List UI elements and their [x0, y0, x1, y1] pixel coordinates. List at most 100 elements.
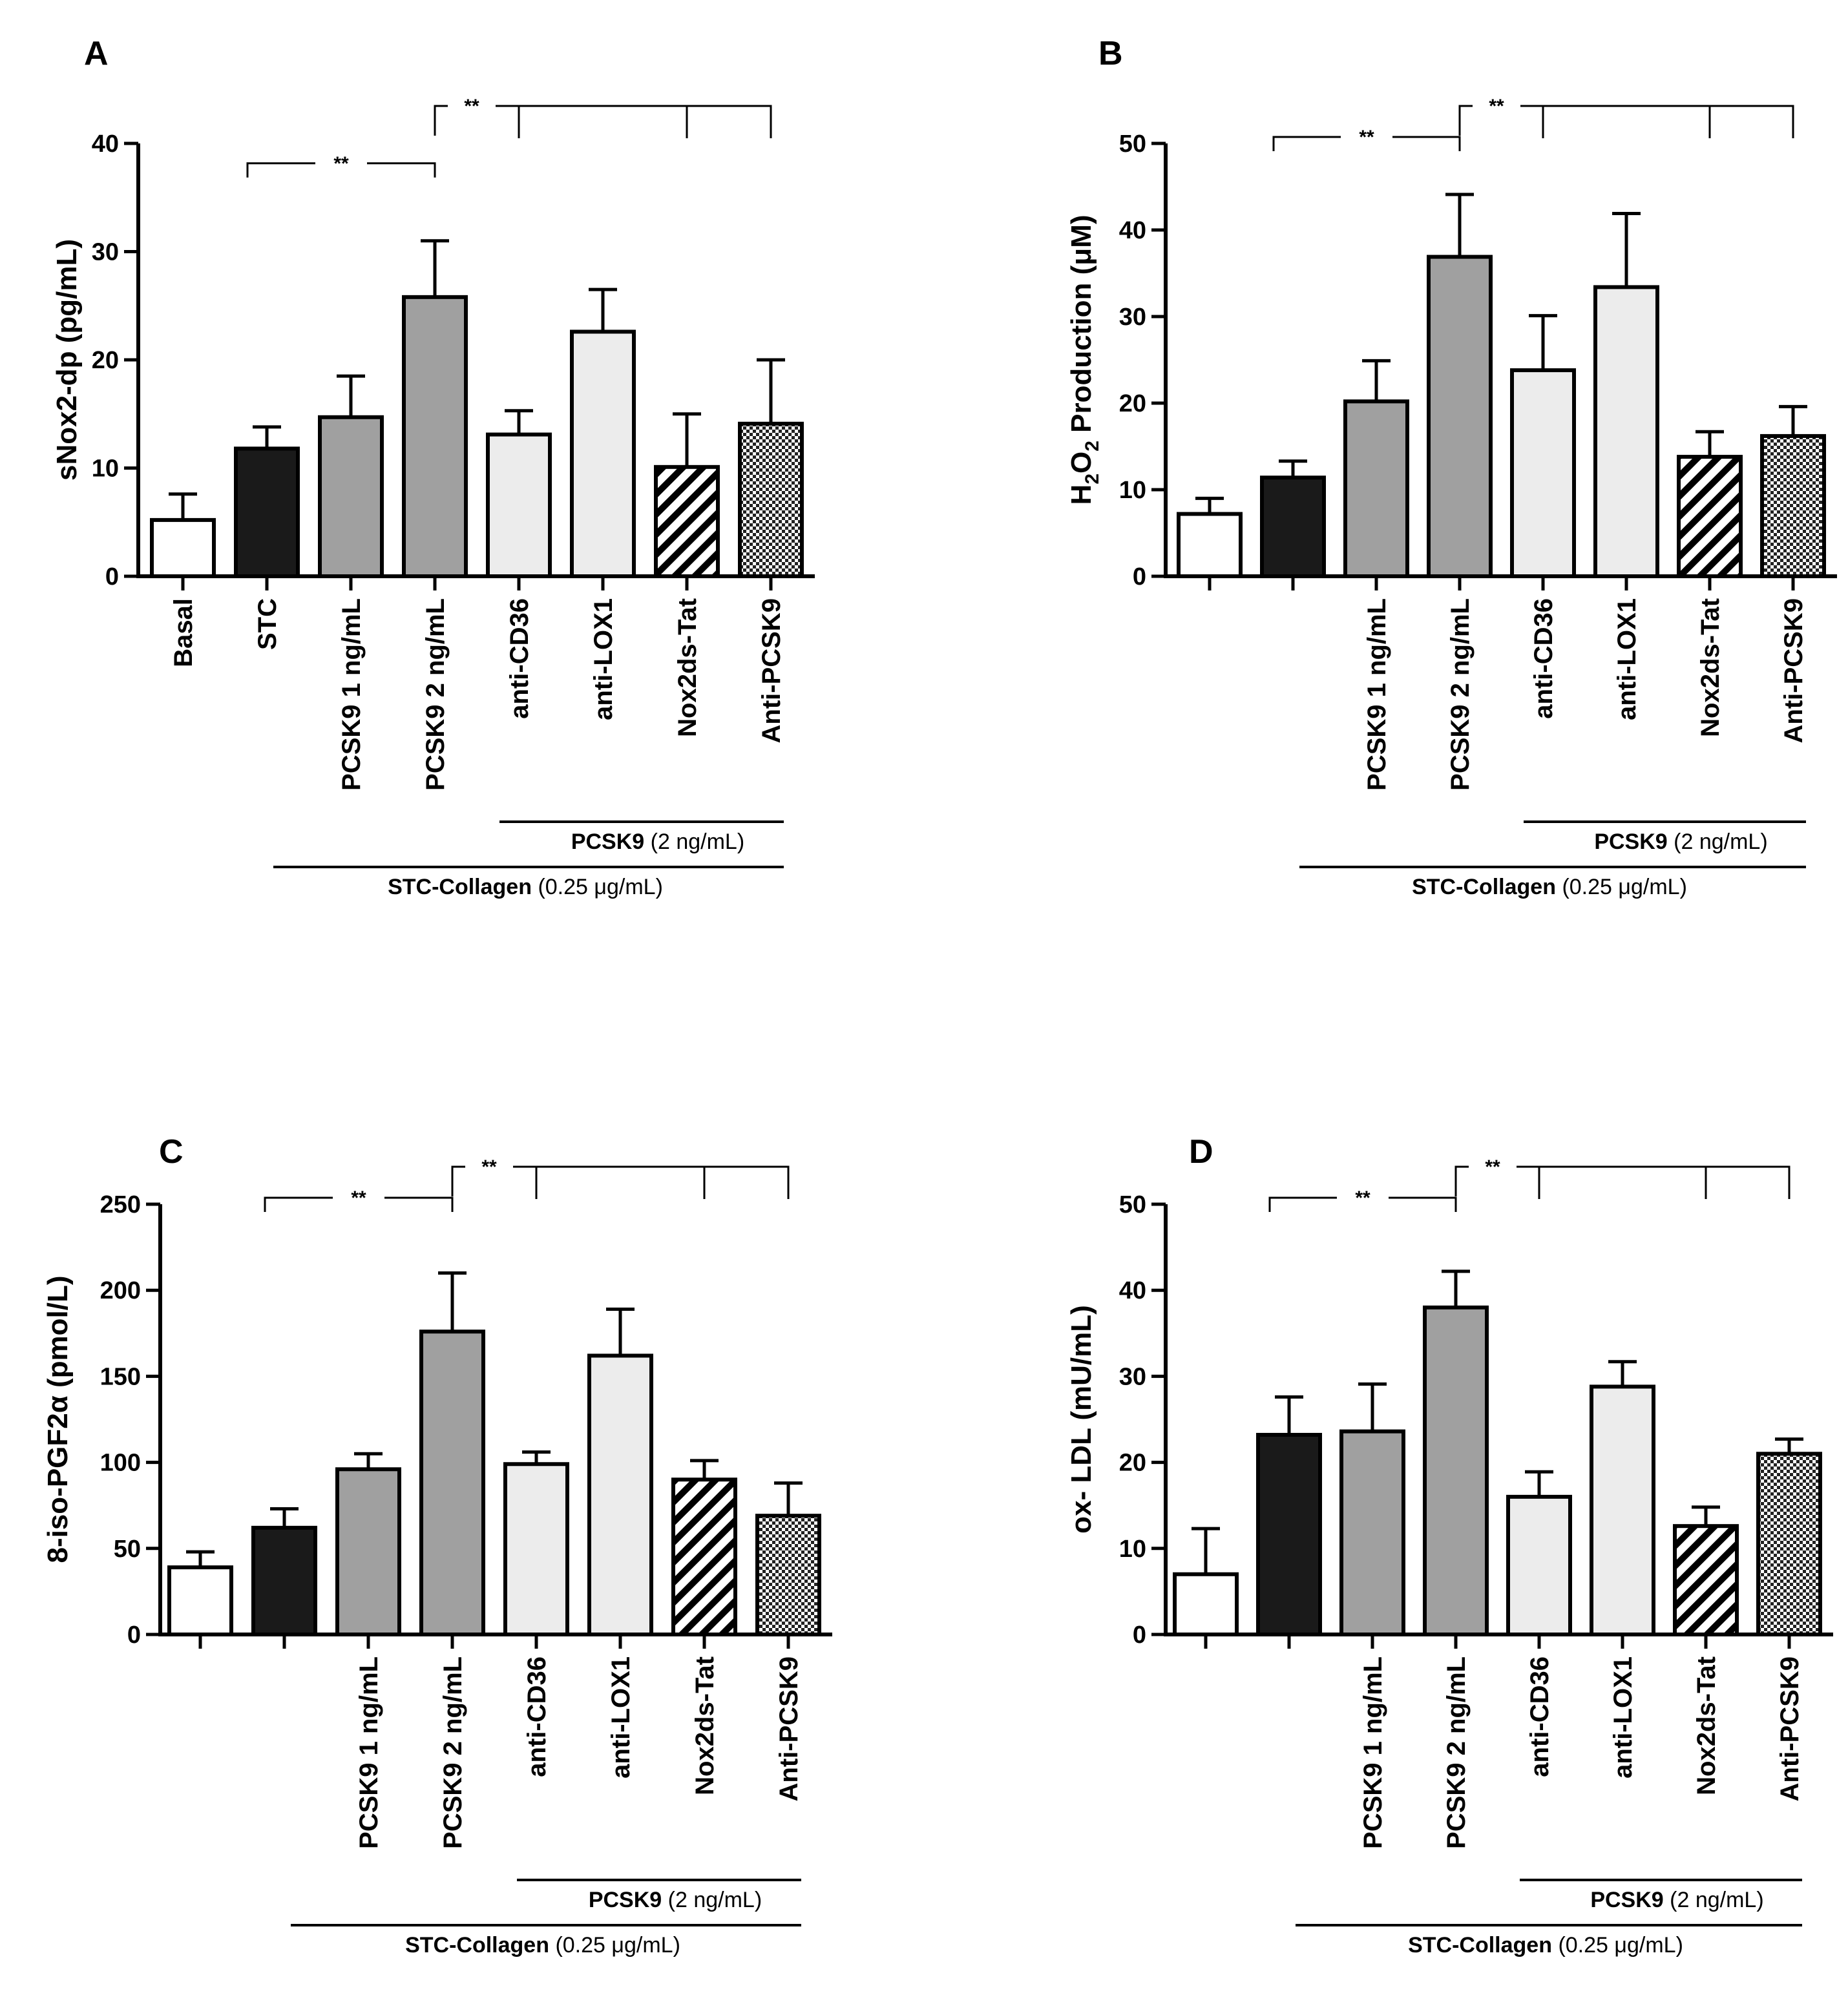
y-tick-label: 0 — [127, 1622, 141, 1649]
bar-2 — [251, 1525, 317, 1637]
significance-bg — [333, 1190, 384, 1206]
category-label: PCSK9 2 ng/mL — [1446, 598, 1475, 791]
bar-5 — [503, 1462, 569, 1636]
bar-4 — [402, 295, 468, 578]
y-tick-label: 40 — [1119, 217, 1146, 244]
significance-bg — [1337, 1190, 1389, 1206]
y-tick-label: 50 — [1119, 1191, 1146, 1218]
y-axis-label: H2O2 Production (μM) — [1066, 215, 1103, 505]
bar-8 — [1760, 433, 1826, 578]
y-tick-label: 0 — [1133, 1622, 1146, 1649]
category-label: Nox2ds-Tat — [673, 598, 702, 737]
bar-5 — [1506, 1494, 1572, 1636]
category-label: anti-CD36 — [523, 1656, 551, 1777]
significance-label: ** — [1485, 1156, 1500, 1178]
group-label-pcsk9: PCSK9 (2 ng/mL) — [571, 830, 744, 854]
bar-1 — [1173, 1572, 1239, 1637]
group-label-rest: (2 ng/mL) — [662, 1888, 762, 1912]
category-label: Nox2ds-Tat — [1692, 1656, 1721, 1795]
significance-bracket — [434, 105, 772, 138]
group-label-rest: (2 ng/mL) — [1664, 1888, 1764, 1912]
bar-6 — [587, 1353, 653, 1636]
significance-bg — [465, 1158, 513, 1174]
category-label: anti-LOX1 — [607, 1656, 635, 1779]
group-label-bold: PCSK9 — [571, 830, 644, 854]
group-label-rest: (2 ng/mL) — [644, 830, 744, 854]
bar-6 — [1590, 1384, 1655, 1637]
y-tick-label: 30 — [1119, 1363, 1146, 1390]
y-axis-label-part: Production (μM) — [1066, 215, 1097, 441]
category-label: PCSK9 1 ng/mL — [1363, 598, 1391, 791]
significance-bracket — [1458, 105, 1794, 138]
y-tick-label: 0 — [105, 563, 119, 590]
significance-label: ** — [1359, 127, 1374, 148]
group-label-rest: (0.25 μg/mL) — [1556, 875, 1687, 899]
category-label: anti-LOX1 — [589, 598, 618, 720]
y-tick-label: 40 — [1119, 1277, 1146, 1304]
group-label-pcsk9: PCSK9 (2 ng/mL) — [589, 1888, 762, 1912]
bar-4 — [1423, 1305, 1489, 1636]
bar-3 — [1343, 399, 1409, 578]
y-axis-label-part: 2 — [1082, 474, 1103, 485]
bar-1 — [167, 1565, 233, 1637]
group-label-pcsk9: PCSK9 (2 ng/mL) — [1590, 1888, 1763, 1912]
bar-5 — [486, 432, 552, 579]
significance-bracket — [451, 1165, 790, 1199]
category-label: Anti-PCSK9 — [1780, 598, 1808, 743]
y-tick-label: 200 — [100, 1277, 141, 1304]
y-tick-label: 10 — [1119, 1536, 1146, 1563]
category-label: Basal — [169, 598, 198, 667]
y-axis-label-part: H — [1066, 485, 1097, 505]
significance-label: ** — [1489, 96, 1504, 117]
group-label-bold: PCSK9 — [1590, 1888, 1663, 1912]
group-label-rest: (0.25 μg/mL) — [1552, 1933, 1683, 1957]
bar-3 — [318, 415, 384, 579]
panel-c: C 0 50 100 150 200 250 8-iso-PGF2α (pmol/L) PCSK… — [42, 1133, 832, 1957]
y-axis-label-part: 2 — [1082, 441, 1103, 452]
category-label: PCSK9 1 ng/mL — [337, 598, 366, 791]
bar-6 — [1593, 285, 1659, 578]
y-tick-label: 20 — [92, 347, 119, 374]
y-axis-label: sNox2-dp (pg/mL) — [51, 239, 83, 481]
category-label: anti-CD36 — [505, 598, 534, 719]
group-label-bold: PCSK9 — [1594, 830, 1667, 854]
significance-bg — [1469, 1158, 1517, 1174]
significance-label: ** — [464, 96, 479, 117]
category-label: anti-CD36 — [1529, 598, 1558, 719]
category-label: PCSK9 1 ng/mL — [1359, 1656, 1387, 1849]
group-label-rest: (0.25 μg/mL) — [532, 875, 663, 899]
category-label: PCSK9 2 ng/mL — [1442, 1656, 1471, 1849]
bar-2 — [1260, 475, 1326, 578]
category-label: Anti-PCSK9 — [775, 1656, 803, 1801]
y-tick-label: 20 — [1119, 390, 1146, 417]
y-tick-label: 250 — [100, 1191, 141, 1218]
panel-letter: C — [159, 1133, 184, 1171]
bar-2 — [234, 446, 300, 578]
panel-d: D 0 10 20 30 40 50 ox- LDL (mU/mL) PCSK9 1 ng/mL… — [1066, 1133, 1833, 1957]
group-label-stc: STC-Collagen (0.25 μg/mL) — [1408, 1933, 1683, 1957]
y-tick-label: 40 — [92, 130, 119, 158]
significance-label: ** — [1355, 1187, 1370, 1209]
category-label: Nox2ds-Tat — [691, 1656, 719, 1795]
bar-7 — [671, 1477, 737, 1636]
y-tick-label: 0 — [1133, 563, 1146, 590]
y-tick-label: 20 — [1119, 1450, 1146, 1477]
category-label: anti-LOX1 — [1609, 1656, 1637, 1779]
y-tick-label: 50 — [114, 1536, 141, 1563]
bar-4 — [1427, 255, 1493, 578]
category-label: STC — [253, 598, 282, 650]
panel-letter: A — [84, 35, 109, 72]
group-label-bold: PCSK9 — [589, 1888, 662, 1912]
group-label-rest: (2 ng/mL) — [1668, 830, 1768, 854]
significance-bg — [448, 97, 496, 114]
panel-letter: B — [1098, 35, 1123, 72]
bar-8 — [738, 421, 804, 579]
group-label-rest: (0.25 μg/mL) — [549, 1933, 680, 1957]
significance-label: ** — [333, 153, 349, 174]
significance-label: ** — [351, 1187, 366, 1209]
bar-8 — [755, 1514, 821, 1637]
significance-bracket — [1454, 1165, 1790, 1199]
bar-6 — [570, 329, 636, 578]
